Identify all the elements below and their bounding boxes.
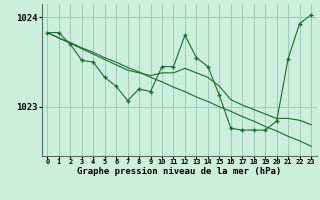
X-axis label: Graphe pression niveau de la mer (hPa): Graphe pression niveau de la mer (hPa) xyxy=(77,167,281,176)
